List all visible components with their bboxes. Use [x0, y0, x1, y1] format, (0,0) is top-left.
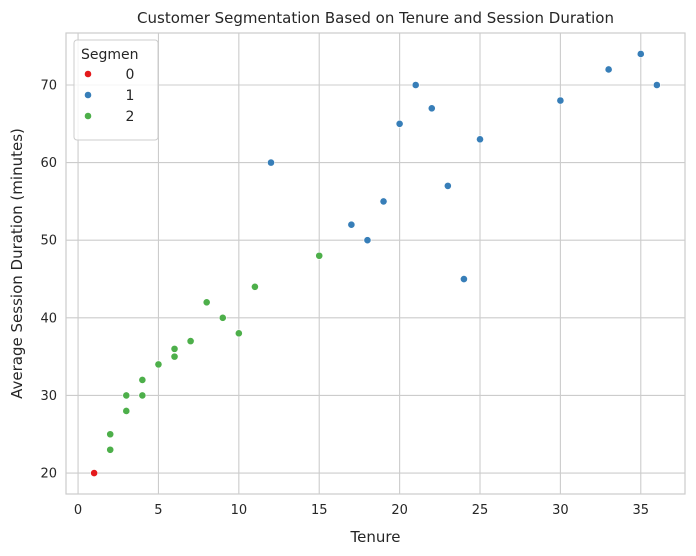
data-point-segment-1 — [652, 81, 661, 89]
x-tick-label: 15 — [311, 503, 328, 518]
data-point-segment-2 — [170, 352, 179, 361]
data-point-segment-0 — [90, 469, 99, 477]
x-tick-label: 0 — [74, 503, 82, 518]
data-point-segment-1 — [427, 104, 436, 113]
y-tick-label: 20 — [40, 467, 57, 482]
data-point-segment-2 — [218, 313, 227, 322]
legend: Segmen 0 1 2 — [73, 39, 159, 141]
x-tick-label: 20 — [391, 503, 408, 518]
legend-box — [73, 39, 159, 141]
data-point-segment-1 — [347, 220, 356, 229]
legend-entry-label: 2 — [126, 109, 135, 125]
y-tick-label: 60 — [40, 156, 57, 171]
x-tick-label: 35 — [633, 503, 650, 518]
data-point-segment-1 — [395, 119, 404, 128]
tick-labels: 0 5 10 15 20 25 30 35 20 30 40 50 60 70 — [40, 78, 649, 518]
y-tick-label: 30 — [40, 389, 57, 404]
y-axis-label: Average Session Duration (minutes) — [8, 128, 26, 399]
data-point-segment-1 — [636, 50, 645, 58]
data-point-segment-2 — [234, 329, 243, 338]
x-tick-label: 30 — [552, 503, 569, 518]
legend-marker — [84, 91, 92, 99]
data-point-segment-2 — [138, 391, 147, 400]
data-point-segment-2 — [154, 360, 163, 369]
legend-marker — [84, 112, 92, 120]
x-tick-label: 25 — [472, 503, 489, 518]
data-point-segment-2 — [251, 282, 259, 291]
data-point-segment-1 — [363, 236, 372, 245]
data-point-segment-2 — [186, 337, 195, 346]
data-point-segment-2 — [122, 407, 131, 415]
data-point-segment-2 — [122, 391, 131, 400]
legend-title: Segmen — [81, 47, 139, 63]
data-points — [90, 50, 661, 477]
legend-marker — [84, 70, 92, 78]
data-point-segment-2 — [315, 251, 324, 260]
data-point-segment-2 — [138, 376, 147, 384]
data-point-segment-1 — [460, 275, 468, 283]
plot-frame — [65, 32, 686, 495]
data-point-segment-1 — [556, 96, 565, 105]
grid — [66, 33, 685, 494]
chart-title: Customer Segmentation Based on Tenure an… — [137, 9, 614, 27]
data-point-segment-1 — [379, 197, 388, 206]
x-tick-label: 5 — [154, 503, 162, 518]
x-tick-label: 10 — [231, 503, 248, 518]
y-tick-label: 50 — [40, 234, 57, 249]
data-point-segment-2 — [170, 344, 179, 353]
x-axis-label: Tenure — [350, 528, 401, 546]
data-point-segment-1 — [476, 135, 484, 144]
data-point-segment-2 — [106, 445, 115, 454]
data-point-segment-1 — [411, 81, 420, 89]
data-point-segment-1 — [604, 65, 613, 74]
legend-entry-label: 0 — [126, 67, 135, 83]
legend-entry-label: 1 — [126, 88, 135, 104]
data-point-segment-1 — [267, 158, 275, 167]
data-point-segment-1 — [443, 181, 452, 190]
y-tick-label: 40 — [40, 311, 57, 326]
data-point-segment-2 — [202, 298, 211, 307]
y-tick-label: 70 — [40, 78, 57, 93]
data-point-segment-2 — [106, 430, 115, 439]
